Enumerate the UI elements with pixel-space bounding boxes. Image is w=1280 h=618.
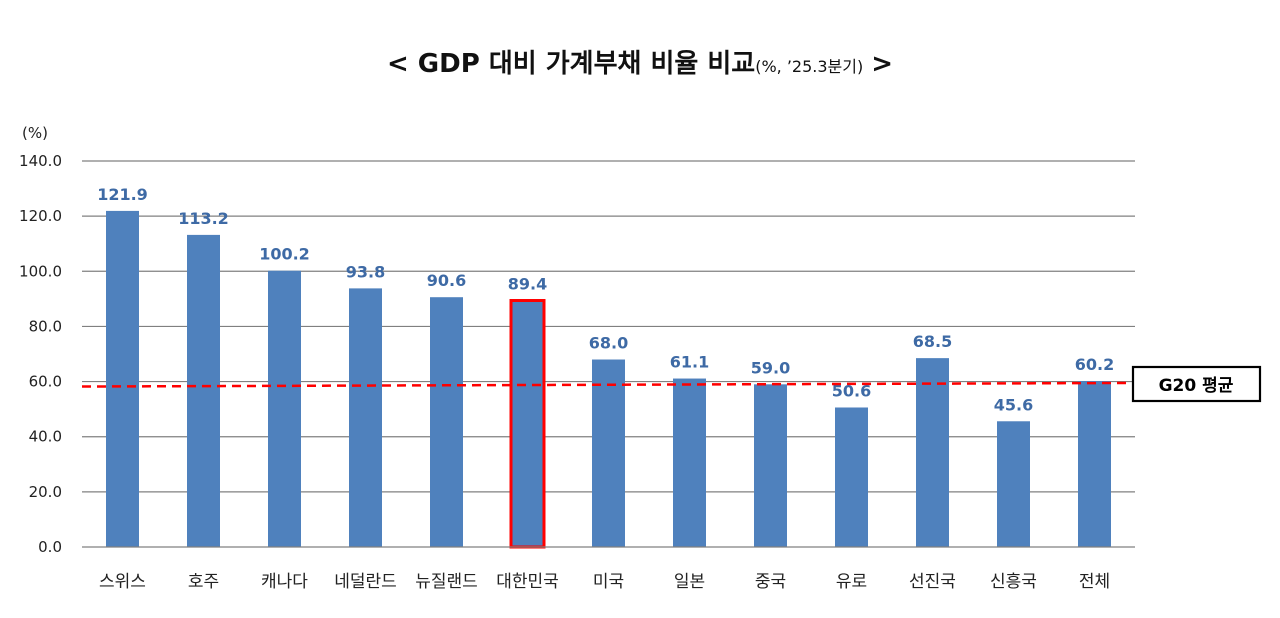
bar	[592, 359, 625, 547]
value-label: 89.4	[508, 275, 547, 294]
category-labels: 스위스 호주 캐나다 네덜란드 뉴질랜드 대한민국 미국 일본 중국 유로 선진국 신흥국 전체	[99, 572, 1110, 592]
chart-title-main: < GDP 대비 가계부채 비율 비교	[387, 49, 755, 79]
bar	[268, 270, 301, 547]
category-label: 선진국	[909, 572, 956, 592]
category-label: 스위스	[99, 572, 146, 592]
value-label: 113.2	[178, 209, 229, 228]
bars	[106, 210, 1111, 549]
bar	[754, 384, 787, 547]
g20-average-box: G20 평균	[1131, 365, 1262, 403]
chart-title-subtitle: (%, ’25.3분기)	[755, 57, 863, 76]
category-label: 뉴질랜드	[415, 572, 478, 592]
y-tick-label: 100.0	[19, 262, 62, 280]
bar	[997, 421, 1030, 547]
category-label: 네덜란드	[334, 572, 397, 592]
value-label: 100.2	[259, 245, 310, 264]
bar	[1078, 381, 1111, 547]
value-label: 50.6	[832, 381, 871, 400]
value-label: 68.0	[589, 334, 628, 353]
value-label: 93.8	[346, 262, 385, 281]
bar	[916, 358, 949, 547]
category-label: 유로	[836, 572, 867, 592]
y-tick-label: 60.0	[29, 373, 62, 391]
value-label: 59.0	[751, 358, 790, 377]
chart-title-end: >	[871, 49, 893, 79]
y-tick-label: 0.0	[38, 538, 62, 556]
bar	[187, 234, 220, 548]
g20-average-line	[81, 381, 1136, 388]
chart-title: < GDP 대비 가계부채 비율 비교(%, ’25.3분기) >	[387, 49, 893, 79]
value-label: 61.1	[670, 353, 709, 372]
value-labels: 121.9 113.2 100.2 93.8 90.6 89.4 68.0 61.1 59.0 5…	[97, 185, 1114, 414]
value-label: 68.5	[913, 332, 952, 351]
category-label: 신흥국	[990, 572, 1037, 592]
category-label: 미국	[593, 572, 624, 592]
y-tick-label: 40.0	[29, 428, 62, 446]
bar	[673, 378, 706, 547]
y-tick-label: 140.0	[19, 152, 62, 170]
value-label: 121.9	[97, 185, 148, 204]
y-axis-ticks: 0.0 20.0 40.0 60.0 80.0 100.0 120.0 140.0	[19, 152, 62, 556]
category-label: 호주	[188, 572, 219, 592]
category-label: 일본	[674, 572, 705, 592]
g20-average-label: G20 평균	[1159, 376, 1234, 396]
y-tick-label: 20.0	[29, 483, 62, 501]
y-tick-label: 120.0	[19, 207, 62, 225]
y-tick-label: 80.0	[29, 317, 62, 335]
value-label: 60.2	[1075, 355, 1114, 374]
y-axis-unit-label: (%)	[22, 124, 48, 142]
bar	[106, 210, 139, 547]
value-label: 45.6	[994, 395, 1033, 414]
bar	[835, 407, 868, 547]
bar-highlighted	[509, 299, 546, 549]
category-label: 중국	[755, 572, 786, 592]
category-label: 전체	[1079, 572, 1110, 592]
category-label: 대한민국	[496, 572, 559, 592]
value-label: 90.6	[427, 271, 466, 290]
bar	[349, 288, 382, 547]
bar	[430, 297, 463, 547]
category-label: 캐나다	[261, 572, 308, 592]
